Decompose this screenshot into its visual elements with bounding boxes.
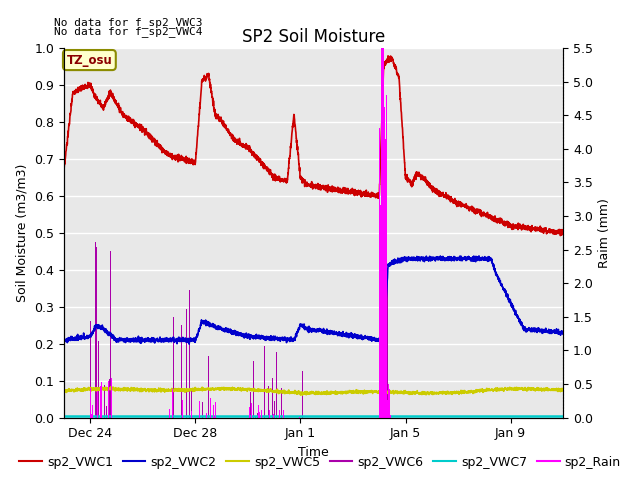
Text: TZ_osu: TZ_osu (67, 54, 112, 67)
sp2_VWC7 (559, 414, 567, 420)
sp2_VWC2 (496, 280, 504, 286)
sp2_VWC7 (550, 414, 557, 420)
Line: sp2_VWC5: sp2_VWC5 (64, 387, 563, 395)
sp2_VWC1 (117, 109, 125, 115)
sp2_VWC1 (60, 165, 68, 170)
sp2_VWC1 (273, 175, 281, 181)
sp2_VWC7 (60, 414, 68, 420)
sp2_VWC5 (60, 386, 68, 392)
Line: sp2_VWC1: sp2_VWC1 (64, 56, 563, 236)
sp2_VWC5 (559, 386, 567, 392)
sp2_VWC1 (496, 220, 504, 226)
sp2_VWC1 (557, 233, 564, 239)
Y-axis label: Raim (mm): Raim (mm) (598, 198, 611, 268)
sp2_VWC5 (550, 387, 557, 393)
sp2_VWC7 (273, 414, 281, 420)
sp2_VWC1 (559, 230, 567, 236)
sp2_VWC2 (559, 329, 567, 335)
sp2_VWC2 (186, 341, 193, 347)
sp2_VWC2 (252, 332, 259, 338)
sp2_VWC1 (147, 134, 154, 140)
sp2_VWC2 (550, 329, 557, 335)
Legend: sp2_VWC1, sp2_VWC2, sp2_VWC5, sp2_VWC6, sp2_VWC7, sp2_Rain: sp2_VWC1, sp2_VWC2, sp2_VWC5, sp2_VWC6, … (14, 451, 626, 474)
Text: No data for f_sp2_VWC4: No data for f_sp2_VWC4 (54, 26, 203, 37)
sp2_VWC5 (496, 386, 504, 392)
Y-axis label: Soil Moisture (m3/m3): Soil Moisture (m3/m3) (16, 164, 29, 302)
sp2_VWC1 (550, 231, 557, 237)
Line: sp2_VWC2: sp2_VWC2 (64, 256, 563, 344)
sp2_VWC2 (475, 253, 483, 259)
sp2_VWC5 (117, 387, 125, 393)
sp2_VWC7 (147, 414, 154, 420)
sp2_VWC7 (496, 414, 504, 420)
sp2_VWC2 (60, 336, 68, 341)
sp2_VWC5 (298, 392, 306, 398)
sp2_VWC5 (108, 384, 115, 390)
sp2_VWC2 (273, 334, 281, 340)
Title: SP2 Soil Moisture: SP2 Soil Moisture (242, 28, 385, 47)
sp2_VWC5 (252, 388, 259, 394)
Text: No data for f_sp2_VWC3: No data for f_sp2_VWC3 (54, 17, 203, 28)
X-axis label: Time: Time (298, 446, 329, 459)
sp2_VWC5 (273, 388, 281, 394)
sp2_VWC1 (252, 154, 259, 159)
sp2_VWC7 (252, 414, 259, 420)
sp2_VWC2 (117, 337, 125, 343)
sp2_VWC2 (147, 337, 154, 343)
sp2_VWC5 (147, 387, 155, 393)
sp2_VWC1 (384, 53, 392, 59)
sp2_VWC7 (117, 414, 125, 420)
